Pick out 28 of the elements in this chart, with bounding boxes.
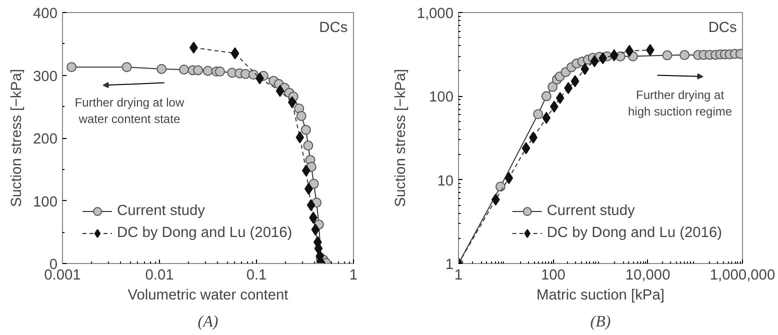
x-axis-title: Matric suction [kPa]	[536, 288, 664, 304]
x-tick-label: 1	[349, 268, 358, 284]
x-tick-label: 100	[540, 268, 566, 284]
legend-label: Current study	[117, 203, 205, 219]
y-tick-label: 100	[429, 90, 454, 106]
x-tick-label: 1,000,000	[710, 268, 776, 284]
y-axis-title: Suction stress [−kPa]	[392, 68, 409, 208]
text: (B)	[590, 314, 611, 330]
y-tick-label: 400	[33, 6, 58, 22]
x-tick-label: 0.01	[145, 268, 174, 284]
annotation: Further drying at high suction regime	[628, 88, 732, 119]
legend-label: Current study	[546, 203, 635, 219]
y-tick-label: 10	[437, 173, 454, 190]
y-tick-label: 100	[33, 194, 58, 210]
y-axis-title: Suction stress [−kPa]	[9, 68, 26, 208]
y-tick-label: 1	[445, 257, 454, 273]
y-tick-label: 300	[33, 68, 58, 85]
text: (A)	[198, 314, 218, 330]
y-tick-label: 1,000	[416, 6, 454, 22]
annotation: Further drying at low water content state	[74, 95, 184, 126]
annotation: DCs	[708, 20, 737, 36]
x-axis-title: Volumetric water content	[128, 288, 288, 304]
x-tick-label: 10,000	[625, 268, 670, 284]
x-tick-label: 0.1	[246, 268, 267, 284]
annotation: DCs	[319, 20, 348, 36]
legend-label: DC by Dong and Lu (2016)	[117, 225, 292, 241]
y-tick-label: 200	[33, 132, 58, 148]
legend-label: DC by Dong and Lu (2016)	[546, 225, 722, 241]
